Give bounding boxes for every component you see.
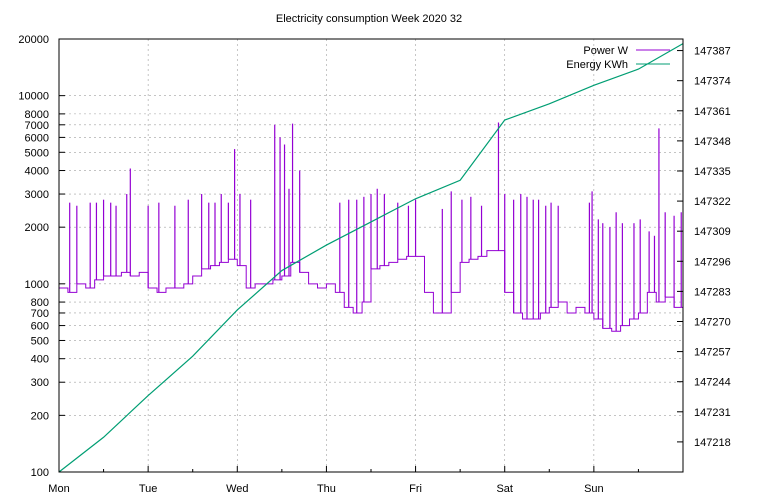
y-left-tick-label: 4000 <box>25 166 49 178</box>
energy-series <box>58 43 684 473</box>
y-left-tick-label: 7000 <box>25 120 49 132</box>
y-right-tick-label: 147322 <box>694 196 731 208</box>
y-right-tick-label: 147296 <box>694 256 731 268</box>
legend-label-energy: Energy KWh <box>566 59 628 71</box>
y-left-tick-label: 10000 <box>18 91 49 103</box>
y-right-tick-label: 147218 <box>694 437 731 449</box>
legend-label-power: Power W <box>583 45 628 57</box>
y-right-tick-label: 147309 <box>694 226 731 238</box>
y-left-tick-label: 6000 <box>25 132 49 144</box>
x-tick-label: Wed <box>226 483 248 495</box>
y-left-tick-label: 500 <box>31 335 49 347</box>
y-left-tick-label: 800 <box>31 297 49 309</box>
y-right-tick-label: 147361 <box>694 106 731 118</box>
y-left-tick-label: 300 <box>31 377 49 389</box>
legend: Power W Energy KWh <box>566 45 670 71</box>
y-left-tick-label: 200 <box>31 410 49 422</box>
y-right-tick-label: 147374 <box>694 76 731 88</box>
y-left-tick-label: 100 <box>31 467 49 479</box>
x-tick-label: Sat <box>496 483 513 495</box>
y-right-tick-label: 147257 <box>694 347 731 359</box>
y-left-tick-label: 5000 <box>25 147 49 159</box>
plot-frame <box>58 38 684 473</box>
x-tick-label: Mon <box>48 483 69 495</box>
y-right-tick-label: 147283 <box>694 286 731 298</box>
y-right-tick-label: 147348 <box>694 136 731 148</box>
y-right-tick-label: 147244 <box>694 377 731 389</box>
chart-title: Electricity consumption Week 2020 32 <box>276 13 462 25</box>
y-left-tick-label: 400 <box>31 354 49 366</box>
energy-line <box>58 43 684 473</box>
y-left-tick-label: 600 <box>31 321 49 333</box>
y-right-tick-label: 147335 <box>694 166 731 178</box>
x-tick-label: Thu <box>317 483 336 495</box>
y-left-tick-label: 700 <box>31 308 49 320</box>
power-line <box>59 250 684 332</box>
y-left-tick-label: 3000 <box>25 189 49 201</box>
x-tick-label: Sun <box>584 483 604 495</box>
x-tick-label: Fri <box>409 483 422 495</box>
y-right-tick-label: 147231 <box>694 407 731 419</box>
y-right-tick-label: 147270 <box>694 316 731 328</box>
y-left-tick-label: 1000 <box>25 279 49 291</box>
x-tick-label: Tue <box>139 483 158 495</box>
y-right-tick-label: 147387 <box>694 46 731 58</box>
y-left-tick-label: 20000 <box>18 34 49 46</box>
y-left-tick-label: 2000 <box>25 222 49 234</box>
y-left-tick-label: 8000 <box>25 109 49 121</box>
power-series <box>59 122 684 332</box>
